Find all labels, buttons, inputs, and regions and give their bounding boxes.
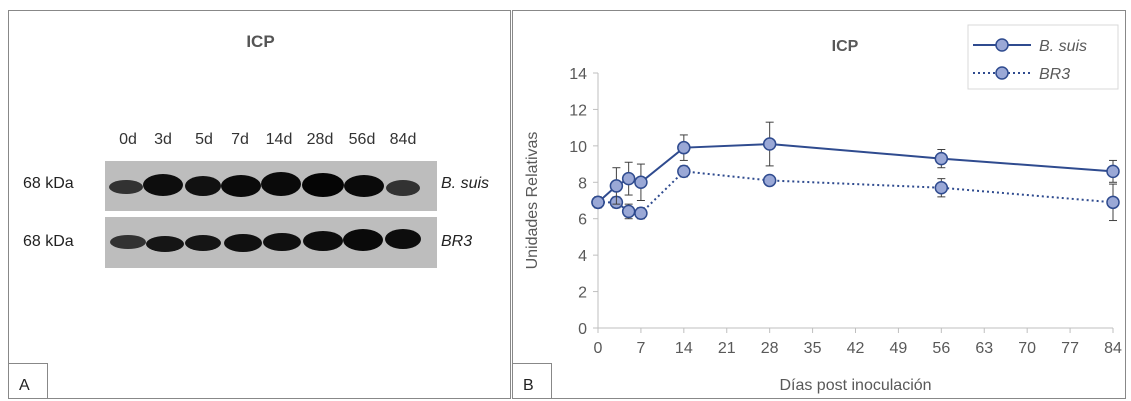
panel-b-letter: B	[512, 363, 552, 399]
blot-band	[344, 175, 384, 197]
blot-band	[261, 172, 301, 196]
chart-series	[591, 121, 1120, 222]
lane-label: 28d	[306, 131, 334, 148]
strain-label-bsuis: B. suis	[441, 175, 490, 192]
x-tick-label: 14	[675, 340, 693, 357]
chart-axes: ICP 0 2 4 6 8 10 12 14 0 7 14 21 28 35 42 49 56 63 70 77 84 Dí…	[524, 38, 1122, 394]
y-tick-label: 6	[578, 212, 587, 229]
x-tick-label: 63	[975, 340, 993, 357]
lane-label: 3d	[154, 131, 172, 148]
legend-label: B. suis	[1039, 38, 1087, 55]
blot-strip-br3	[105, 217, 437, 268]
y-tick-label: 0	[578, 321, 587, 338]
blot-band	[146, 236, 184, 252]
data-point-marker	[634, 206, 648, 220]
data-point-marker	[677, 164, 691, 179]
chart-svg: ICP 0 2 4 6 8 10 12 14 0 7 14 21 28 35 42 49 56 63 70 77 84 Dí…	[524, 24, 1122, 394]
blot-band	[385, 229, 421, 249]
blot-band	[110, 235, 146, 249]
x-tick-label: 35	[804, 340, 822, 357]
lane-label: 0d	[119, 131, 137, 148]
legend-box	[967, 24, 1119, 90]
x-axis-label: Días post inoculación	[779, 377, 931, 394]
blot-band	[185, 176, 221, 196]
data-point-marker	[634, 175, 648, 190]
blot-band	[143, 174, 183, 196]
lane-label: 56d	[348, 131, 376, 148]
blot-band	[303, 231, 343, 251]
x-tick-label: 56	[932, 340, 950, 357]
blot-band	[343, 229, 383, 251]
x-tick-label: 70	[1018, 340, 1036, 357]
legend-label: BR3	[1039, 66, 1070, 83]
blot-band	[263, 233, 301, 251]
x-tick-label: 0	[594, 340, 603, 357]
blot-band	[185, 235, 221, 251]
series-line-0	[597, 143, 1114, 204]
blot-band	[386, 180, 420, 196]
legend-marker	[995, 66, 1009, 80]
data-point-marker	[762, 173, 777, 188]
blot-bands-bsuis	[109, 172, 420, 197]
data-point-marker	[591, 195, 605, 210]
data-point-marker	[934, 181, 949, 195]
blot-band	[302, 173, 344, 197]
data-point-marker	[621, 171, 636, 186]
panel-b-line-chart: ICP 0 2 4 6 8 10 12 14 0 7 14 21 28 35 42 49 56 63 70 77 84 Dí…	[512, 10, 1126, 399]
y-tick-label: 12	[569, 102, 587, 119]
y-tick-label: 4	[578, 248, 587, 265]
y-tick-label: 14	[569, 66, 587, 83]
lane-label: 7d	[231, 131, 249, 148]
x-tick-label: 49	[890, 340, 908, 357]
strain-label-br3: BR3	[441, 233, 473, 250]
blot-strip-bsuis	[105, 161, 437, 211]
x-tick-label: 7	[636, 340, 645, 357]
legend-marker	[995, 38, 1009, 52]
lane-label: 84d	[389, 131, 417, 148]
series-line-1	[598, 170, 1114, 215]
data-point-marker	[1106, 195, 1120, 210]
panel-a-letter: A	[8, 363, 48, 399]
x-tick-label: 42	[847, 340, 865, 357]
chart-legend: B. suis BR3	[967, 24, 1119, 90]
marker-label-br3: 68 kDa	[23, 233, 74, 250]
data-point-marker	[934, 151, 949, 166]
lane-labels: 0d 3d 5d 7d 14d 28d 56d 84d	[9, 131, 512, 151]
blot-band	[221, 175, 261, 197]
blot-bands-br3	[110, 229, 421, 252]
x-tick-label: 28	[761, 340, 779, 357]
lane-label: 5d	[195, 131, 213, 148]
y-tick-label: 10	[569, 139, 587, 156]
x-tick-label: 77	[1061, 340, 1079, 357]
y-axis-label: Unidades Relativas	[524, 132, 541, 270]
data-point-marker	[621, 204, 636, 219]
y-tick-label: 8	[578, 175, 587, 192]
blot-band	[224, 234, 262, 252]
marker-label-bsuis: 68 kDa	[23, 175, 74, 192]
panel-a-title: ICP	[246, 32, 275, 51]
lane-label: 14d	[265, 131, 293, 148]
data-point-marker	[677, 140, 691, 155]
x-tick-label: 21	[718, 340, 736, 357]
chart-title: ICP	[832, 38, 859, 55]
x-tick-label: 84	[1104, 340, 1122, 357]
panel-a-western-blot: ICP 0d 3d 5d 7d 14d 28d 56d 84d 68 kDa B…	[8, 10, 511, 399]
blot-band	[109, 180, 143, 194]
data-point-marker	[762, 137, 777, 151]
data-point-marker	[609, 179, 624, 193]
data-point-marker	[1106, 164, 1120, 179]
y-tick-label: 2	[578, 285, 587, 302]
